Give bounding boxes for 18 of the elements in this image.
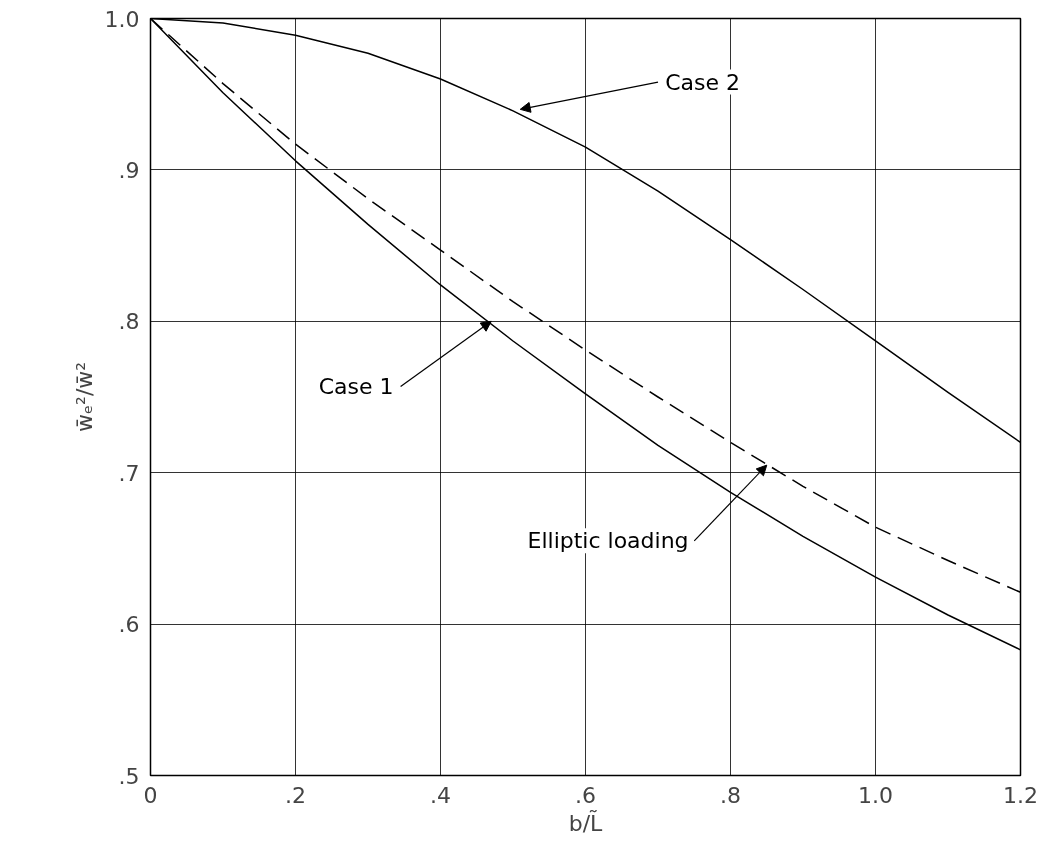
x-tick-label: .2 bbox=[285, 782, 306, 808]
x-tick-label: .8 bbox=[720, 782, 741, 808]
annotation: Case 1 bbox=[318, 373, 394, 399]
annotation: Case 2 bbox=[665, 69, 741, 95]
x-axis-title: b/L̃ bbox=[568, 810, 604, 836]
x-tick-label: 0 bbox=[143, 782, 158, 808]
y-tick-label: .8 bbox=[118, 309, 140, 335]
y-tick-label: .9 bbox=[118, 157, 140, 183]
y-tick-label: .7 bbox=[118, 460, 140, 486]
y-tick-label: 1.0 bbox=[104, 6, 140, 32]
y-tick-label: .5 bbox=[118, 763, 140, 789]
y-axis-title: w̄ₑ²/w̄² bbox=[71, 361, 97, 433]
x-tick-label: 1.2 bbox=[1003, 782, 1039, 808]
y-tick-label: .6 bbox=[118, 612, 140, 638]
x-tick-label: 1.0 bbox=[858, 782, 894, 808]
x-tick-label: .4 bbox=[430, 782, 451, 808]
x-tick-label: .6 bbox=[575, 782, 596, 808]
annotation: Elliptic loading bbox=[527, 528, 689, 554]
